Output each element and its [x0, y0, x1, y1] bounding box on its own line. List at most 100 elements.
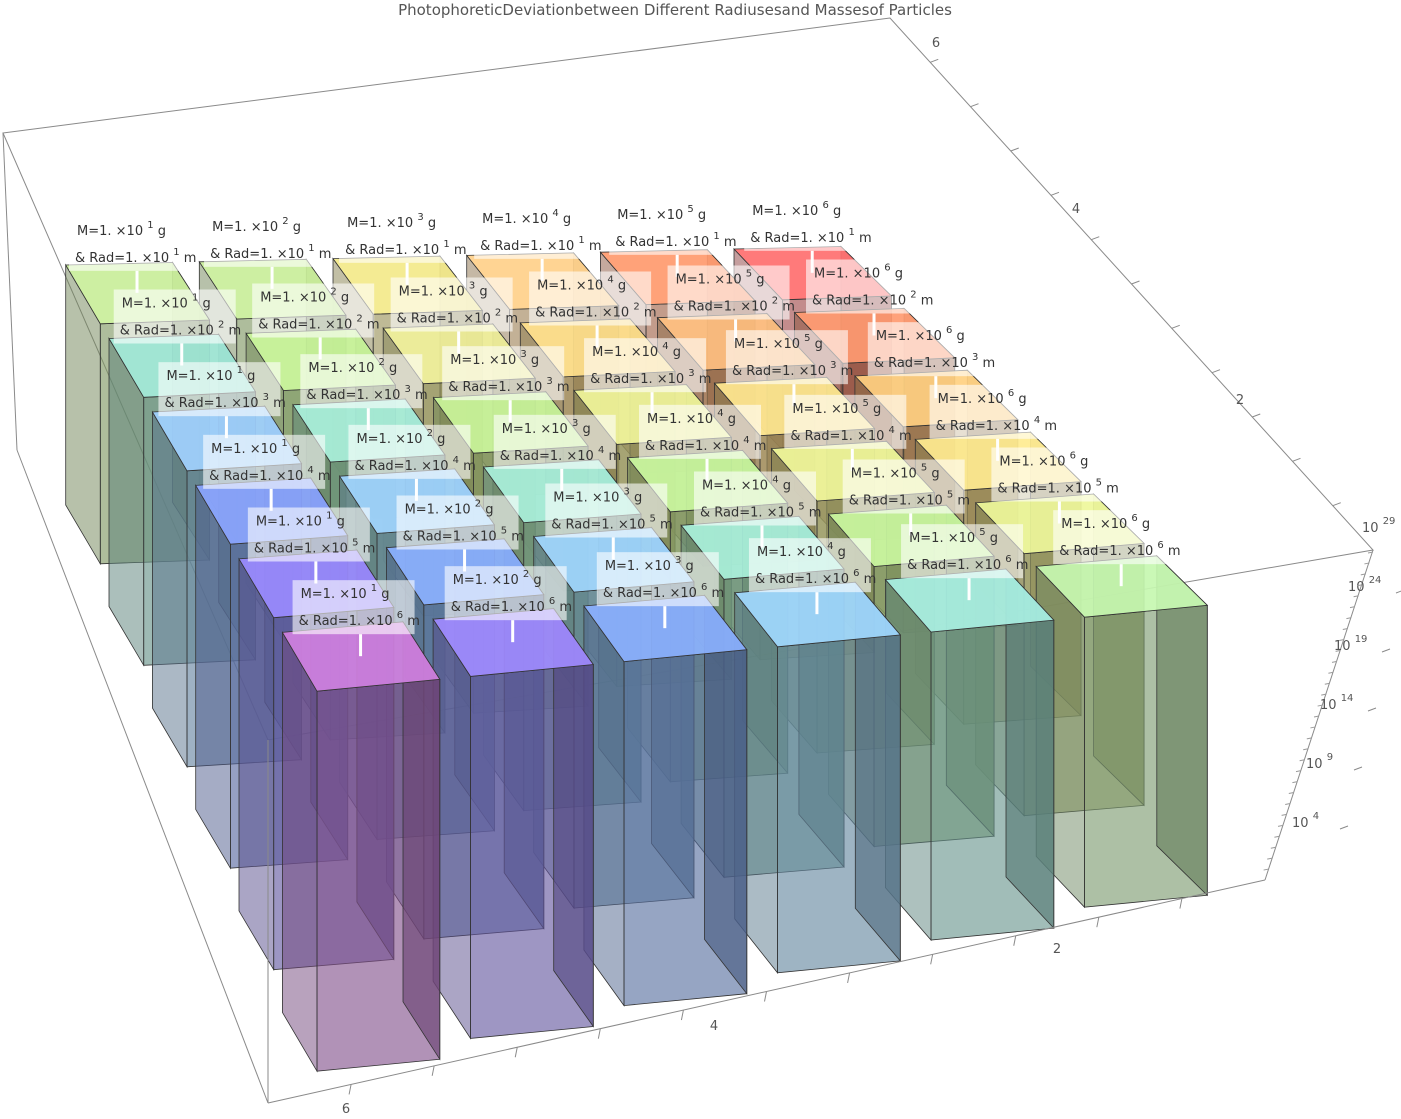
bar-label-r6-m4: M=1. ×10 4 g & Rad=1. ×10 6 m [748, 538, 876, 615]
bar-r6-m1 [281, 620, 441, 1073]
z-minor-tick [1306, 737, 1312, 740]
y-minor-tick [930, 58, 939, 63]
y-minor-tick [1171, 324, 1180, 329]
label-background [474, 204, 597, 259]
bar-label-r5-m5: M=1. ×10 5 g & Rad=1. ×10 5 m [842, 459, 970, 536]
mass-label: M=1. ×10 3 g [605, 555, 694, 574]
mass-label: M=1. ×10 3 g [450, 349, 539, 368]
y-minor-tick [1131, 280, 1140, 285]
x-minor-tick [431, 1065, 435, 1076]
z-minor-tick [1331, 660, 1338, 663]
radius-label: & Rad=1. ×10 1 m [345, 239, 466, 258]
z-minor-tick [1317, 704, 1323, 707]
label-background [596, 552, 719, 607]
bar-label-r5-m3: M=1. ×10 3 g & Rad=1. ×10 5 m [545, 483, 673, 560]
label-background [667, 265, 790, 320]
radius-label: & Rad=1. ×10 6 m [755, 568, 876, 587]
z-minor-tick [1321, 693, 1327, 696]
label-background [69, 216, 192, 271]
z-minor-tick [1295, 770, 1302, 773]
label-background [247, 507, 370, 562]
bar-label-r4-m5: M=1. ×10 5 g & Rad=1. ×10 4 m [784, 394, 912, 471]
x-minor-tick [930, 954, 934, 965]
label-background [390, 277, 513, 332]
y-minor-tick [970, 103, 979, 108]
bar-label-r1-m3: M=1. ×10 3 g & Rad=1. ×10 1 m [339, 208, 467, 285]
label-background [1053, 510, 1176, 565]
bar-label-r2-m5: M=1. ×10 5 g & Rad=1. ×10 2 m [667, 265, 795, 342]
radius-label: & Rad=1. ×10 4 m [790, 425, 911, 444]
z-minor-tick [1267, 857, 1273, 860]
label-background [901, 524, 1024, 579]
mass-label: M=1. ×10 2 g [356, 428, 445, 447]
label-background [991, 447, 1114, 502]
radius-label: & Rad=1. ×10 6 m [603, 582, 724, 601]
bar-label-r6-m3: M=1. ×10 3 g & Rad=1. ×10 6 m [596, 552, 724, 629]
bar-label-r3-m5: M=1. ×10 5 g & Rad=1. ×10 3 m [725, 330, 853, 407]
bar-label-r2-m6: M=1. ×10 6 g & Rad=1. ×10 2 m [806, 259, 933, 336]
z-minor-tick [1285, 802, 1291, 805]
bar-label-r4-m4: M=1. ×10 4 g & Rad=1. ×10 4 m [639, 404, 766, 481]
label-background [444, 566, 567, 621]
bar-label-r5-m2: M=1. ×10 2 g & Rad=1. ×10 5 m [396, 495, 524, 572]
radius-label: & Rad=1. ×10 4 m [209, 465, 330, 484]
label-background [442, 346, 565, 401]
radius-label: & Rad=1. ×10 1 m [615, 231, 736, 250]
bar-label-r4-m1: M=1. ×10 1 g & Rad=1. ×10 4 m [203, 434, 331, 511]
z-tick-label: 10 14 [1320, 693, 1353, 713]
mass-label: M=1. ×10 6 g [999, 451, 1088, 470]
radius-label: & Rad=1. ×10 2 m [535, 302, 656, 321]
label-background [252, 283, 375, 338]
label-background [545, 483, 668, 538]
radius-label: & Rad=1. ×10 2 m [120, 320, 241, 339]
x-minor-tick [1179, 898, 1183, 909]
y-minor-tick [1332, 502, 1341, 507]
mass-label: M=1. ×10 1 g [122, 293, 211, 312]
z-tick-mark [1367, 707, 1377, 712]
label-background [292, 580, 415, 635]
box-front-right-edge [1264, 549, 1374, 881]
bar-label-r1-m1: M=1. ×10 1 g & Rad=1. ×10 1 m [69, 216, 196, 293]
z-tick-mark [1339, 825, 1349, 830]
z-tick-mark [1395, 590, 1401, 594]
bar-label-r3-m6: M=1. ×10 6 g & Rad=1. ×10 3 m [867, 322, 995, 399]
y-tick-label: 6 [932, 36, 940, 51]
label-background [529, 271, 652, 326]
x-minor-tick [514, 1047, 518, 1058]
radius-label: & Rad=1. ×10 5 m [849, 490, 970, 509]
z-tick-label: 10 29 [1362, 516, 1395, 536]
label-background [693, 471, 816, 526]
z-minor-tick [1353, 595, 1359, 598]
label-background [842, 459, 965, 514]
mass-label: M=1. ×10 6 g [938, 388, 1027, 407]
y-minor-tick [1050, 191, 1060, 196]
radius-label: & Rad=1. ×10 3 m [874, 352, 995, 371]
bar-r6-m3 [583, 594, 748, 1007]
radius-label: & Rad=1. ×10 6 m [1059, 540, 1180, 559]
mass-label: M=1. ×10 6 g [876, 325, 965, 344]
z-minor-tick [1339, 638, 1345, 641]
z-minor-tick [1270, 846, 1276, 849]
bar-label-r6-m5: M=1. ×10 5 g & Rad=1. ×10 6 m [901, 524, 1028, 601]
radius-label: & Rad=1. ×10 6 m [451, 596, 572, 615]
z-minor-tick [1360, 573, 1366, 576]
bar-side-face [704, 594, 748, 995]
mass-label: M=1. ×10 5 g [734, 333, 823, 352]
mass-label: M=1. ×10 1 g [166, 365, 255, 384]
label-background [744, 196, 867, 251]
bar-label-r4-m3: M=1. ×10 3 g & Rad=1. ×10 4 m [493, 414, 621, 491]
label-background [348, 424, 471, 479]
radius-label: & Rad=1. ×10 1 m [480, 235, 601, 254]
mass-label: M=1. ×10 3 g [553, 487, 642, 506]
label-background [784, 394, 907, 449]
y-minor-tick [1091, 236, 1100, 241]
x-minor-tick [847, 972, 851, 984]
z-tick-label: 10 24 [1348, 575, 1381, 595]
mass-label: M=1. ×10 2 g [405, 499, 494, 518]
bar-label-r4-m2: M=1. ×10 2 g & Rad=1. ×10 4 m [348, 424, 476, 501]
z-minor-tick [1299, 759, 1305, 762]
radius-label: & Rad=1. ×10 4 m [500, 445, 621, 464]
z-minor-tick [1313, 715, 1320, 718]
x-minor-tick [597, 1028, 601, 1039]
z-minor-tick [1335, 649, 1341, 652]
